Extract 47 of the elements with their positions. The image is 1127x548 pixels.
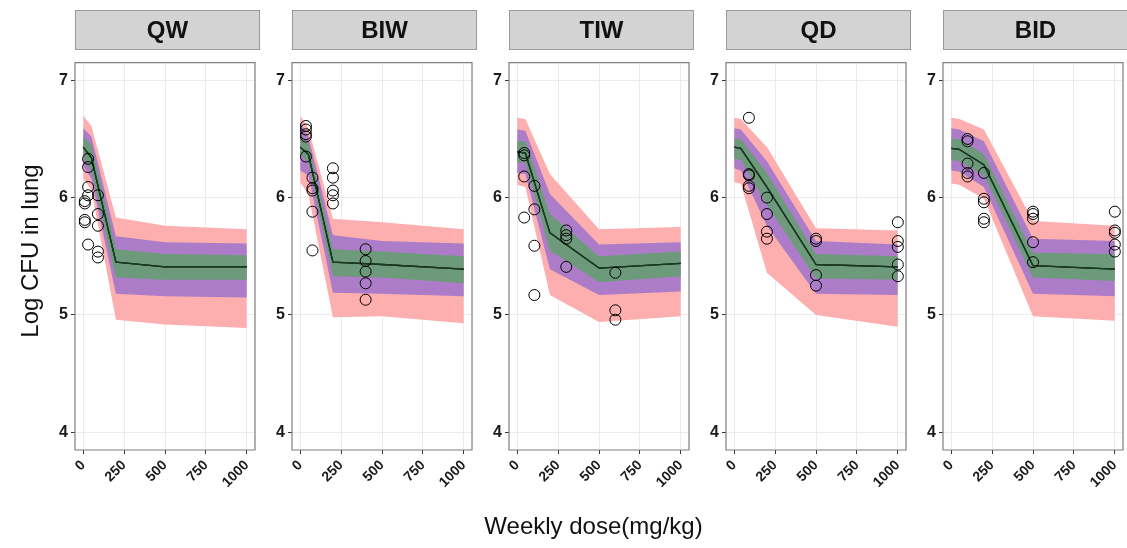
y-tick-label: 4: [493, 422, 503, 440]
chart-title: QD: [726, 10, 911, 50]
x-tick-label: 500: [142, 456, 170, 485]
y-tick-label: 4: [276, 422, 286, 440]
x-tick-label: 750: [833, 456, 862, 485]
x-tick-label: 250: [101, 456, 130, 485]
y-tick-label: 6: [927, 188, 937, 206]
chart-title: QW: [75, 10, 260, 50]
y-tick-label: 4: [927, 422, 937, 440]
y-tick-label: 7: [710, 70, 720, 88]
x-tick-label: 500: [359, 456, 387, 485]
y-tick-label: 6: [493, 188, 503, 206]
y-tick-label: 4: [59, 422, 69, 440]
x-tick-label: 750: [1050, 456, 1079, 485]
x-tick-label: 750: [399, 456, 428, 485]
y-tick-label: 6: [710, 188, 720, 206]
y-tick-label: 5: [710, 305, 720, 323]
x-tick-label: 750: [616, 456, 645, 485]
chart-title: BIW: [292, 10, 477, 50]
x-tick-label: 0: [722, 456, 740, 474]
x-tick-label: 500: [1010, 456, 1038, 485]
x-tick-label: 0: [939, 456, 957, 474]
x-tick-label: 500: [793, 456, 821, 485]
y-tick-label: 7: [493, 70, 503, 88]
x-tick-label: 0: [288, 456, 306, 474]
x-tick-label: 0: [71, 456, 89, 474]
x-tick-label: 250: [535, 456, 564, 485]
y-tick-label: 4: [710, 422, 720, 440]
x-axis-title: Weekly dose(mg/kg): [483, 512, 704, 540]
chart-title: TIW: [509, 10, 694, 50]
x-tick-label: 0: [505, 456, 523, 474]
y-tick-label: 5: [59, 305, 69, 323]
x-tick-label: 250: [752, 456, 781, 485]
x-tick-label: 500: [576, 456, 604, 485]
y-tick-label: 7: [927, 70, 937, 88]
x-tick-label: 750: [182, 456, 211, 485]
y-tick-label: 6: [59, 188, 69, 206]
chart-title: BID: [943, 10, 1127, 50]
x-tick-label: 250: [969, 456, 998, 485]
y-tick-label: 5: [493, 305, 503, 323]
y-tick-label: 6: [276, 188, 286, 206]
y-tick-label: 5: [276, 305, 286, 323]
y-tick-label: 7: [59, 70, 69, 88]
y-axis-title: Log CFU in lung: [16, 163, 44, 340]
y-tick-label: 5: [927, 305, 937, 323]
x-tick-label: 250: [318, 456, 347, 485]
y-tick-label: 7: [276, 70, 286, 88]
